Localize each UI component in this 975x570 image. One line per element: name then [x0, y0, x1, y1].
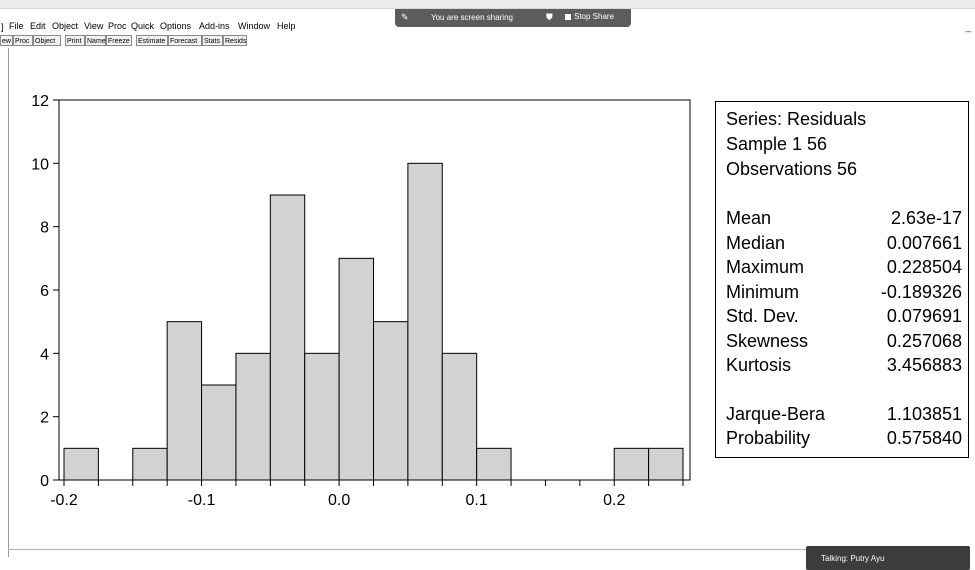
histogram-bar	[373, 321, 409, 481]
y-tick-label: 6	[40, 283, 49, 300]
stat-row-skewness: Skewness 0.257068	[726, 331, 962, 353]
title-bar	[0, 0, 975, 9]
forecast-button[interactable]: Forecast	[168, 35, 202, 46]
estimate-button[interactable]: Estimate	[136, 35, 168, 46]
view-button[interactable]: ew	[0, 35, 13, 46]
menu-bar: File Edit Object View Proc Quick Options…	[0, 20, 975, 34]
stats-button[interactable]: Stats	[202, 35, 223, 46]
y-tick-label: 8	[40, 220, 49, 237]
histogram-bar	[304, 352, 340, 481]
histogram-bar	[441, 352, 478, 481]
stat-value: 0.228504	[886, 257, 962, 277]
print-button[interactable]: Print	[65, 35, 85, 46]
x-tick-label: -0.2	[50, 492, 78, 509]
y-tick-label: 0	[40, 473, 49, 490]
stat-value: 0.257068	[886, 331, 962, 351]
status-divider	[8, 549, 806, 550]
stop-share-label: Stop Share	[574, 12, 615, 21]
security-icon[interactable]: ⛊	[546, 12, 553, 22]
histogram-bar	[63, 447, 99, 481]
object-toolbar: ew Proc Object Print Name Freeze Estimat…	[0, 35, 975, 47]
annotate-icon[interactable]: ✎	[401, 12, 409, 22]
stop-icon	[565, 13, 571, 20]
menu-add-ins[interactable]: Add-ins	[199, 21, 230, 31]
stat-row-mean: Mean 2.63e-17	[726, 208, 962, 230]
histogram-bar	[338, 257, 375, 481]
stat-value: 3.456883	[886, 355, 962, 375]
histogram-bar	[476, 447, 512, 481]
menu-quick[interactable]: Quick	[131, 21, 155, 31]
y-tick-label: 10	[31, 156, 49, 173]
stats-observations: Observations 56	[726, 159, 858, 179]
stat-value: 2.63e-17	[890, 208, 962, 228]
stat-label: Jarque-Bera	[726, 404, 826, 424]
screen-share-banner: ✎ You are screen sharing ⛊ Stop Share	[395, 9, 631, 27]
x-tick-label: 0.0	[328, 492, 350, 509]
stat-row-std-dev: Std. Dev. 0.079691	[726, 306, 962, 328]
stat-row-median: Median 0.007661	[726, 233, 962, 255]
menu-object[interactable]: Object	[52, 21, 79, 31]
stat-row-maximum: Maximum 0.228504	[726, 257, 962, 279]
stat-label: Median	[726, 233, 786, 253]
y-tick-label: 4	[40, 346, 49, 363]
histogram-bar	[201, 384, 237, 481]
stat-label: Kurtosis	[726, 355, 792, 375]
stat-label: Std. Dev.	[726, 306, 799, 326]
stat-value: 0.079691	[886, 306, 962, 326]
x-tick-label: -0.1	[188, 492, 216, 509]
stat-row-kurtosis: Kurtosis 3.456883	[726, 355, 962, 377]
window-frame-edge: ]	[1, 22, 4, 32]
stat-row-minimum: Minimum -0.189326	[726, 282, 962, 304]
freeze-button[interactable]: Freeze	[106, 35, 132, 46]
stats-sample: Sample 1 56	[726, 134, 828, 154]
histogram-bar	[166, 321, 203, 481]
histogram-bar	[613, 447, 650, 481]
menu-help[interactable]: Help	[277, 21, 296, 31]
histogram-bar	[132, 447, 168, 481]
descriptive-stats-box: Series: Residuals Sample 1 56 Observatio…	[715, 101, 969, 458]
histogram-bar	[235, 352, 271, 481]
stat-value: 0.007661	[886, 233, 962, 253]
stat-value: 0.575840	[886, 428, 962, 448]
name-button[interactable]: Name	[85, 35, 106, 46]
share-message: You are screen sharing	[431, 13, 513, 22]
object-button[interactable]: Object	[33, 35, 61, 46]
menu-view[interactable]: View	[84, 21, 104, 31]
stat-value: -0.189326	[880, 282, 962, 302]
menu-options[interactable]: Options	[160, 21, 192, 31]
histogram-bar	[269, 194, 306, 481]
talking-text: Talking: Putry Ayu	[821, 554, 885, 563]
menu-window[interactable]: Window	[238, 21, 271, 31]
stat-label: Skewness	[726, 331, 809, 351]
menu-file[interactable]: File	[9, 21, 24, 31]
stat-row-probability: Probability 0.575840	[726, 428, 962, 450]
residuals-histogram: 0 2 4 6 8 10 12 -0.2 -0.1 0.0 0.1 0.2	[31, 93, 691, 509]
stats-series: Series: Residuals	[726, 109, 867, 129]
proc-button[interactable]: Proc	[13, 35, 33, 46]
stat-label: Minimum	[726, 282, 800, 302]
x-tick-label: 0.2	[603, 492, 625, 509]
menu-proc[interactable]: Proc	[108, 21, 127, 31]
resids-button[interactable]: Resids	[223, 35, 247, 46]
minimize-icon[interactable]: _	[965, 22, 971, 33]
stat-label: Mean	[726, 208, 772, 228]
stat-label: Probability	[726, 428, 811, 448]
x-tick-label: 0.1	[466, 492, 488, 509]
histogram-bar	[407, 162, 443, 481]
stat-label: Maximum	[726, 257, 805, 277]
menu-edit[interactable]: Edit	[30, 21, 46, 31]
y-tick-label: 12	[31, 93, 49, 110]
talking-indicator: Talking: Putry Ayu	[806, 546, 970, 570]
y-tick-label: 2	[40, 410, 49, 427]
stat-row-jarque-bera: Jarque-Bera 1.103851	[726, 404, 962, 426]
stop-share-button[interactable]: Stop Share	[565, 12, 614, 21]
stat-value: 1.103851	[886, 404, 962, 424]
histogram-bar	[648, 447, 684, 481]
